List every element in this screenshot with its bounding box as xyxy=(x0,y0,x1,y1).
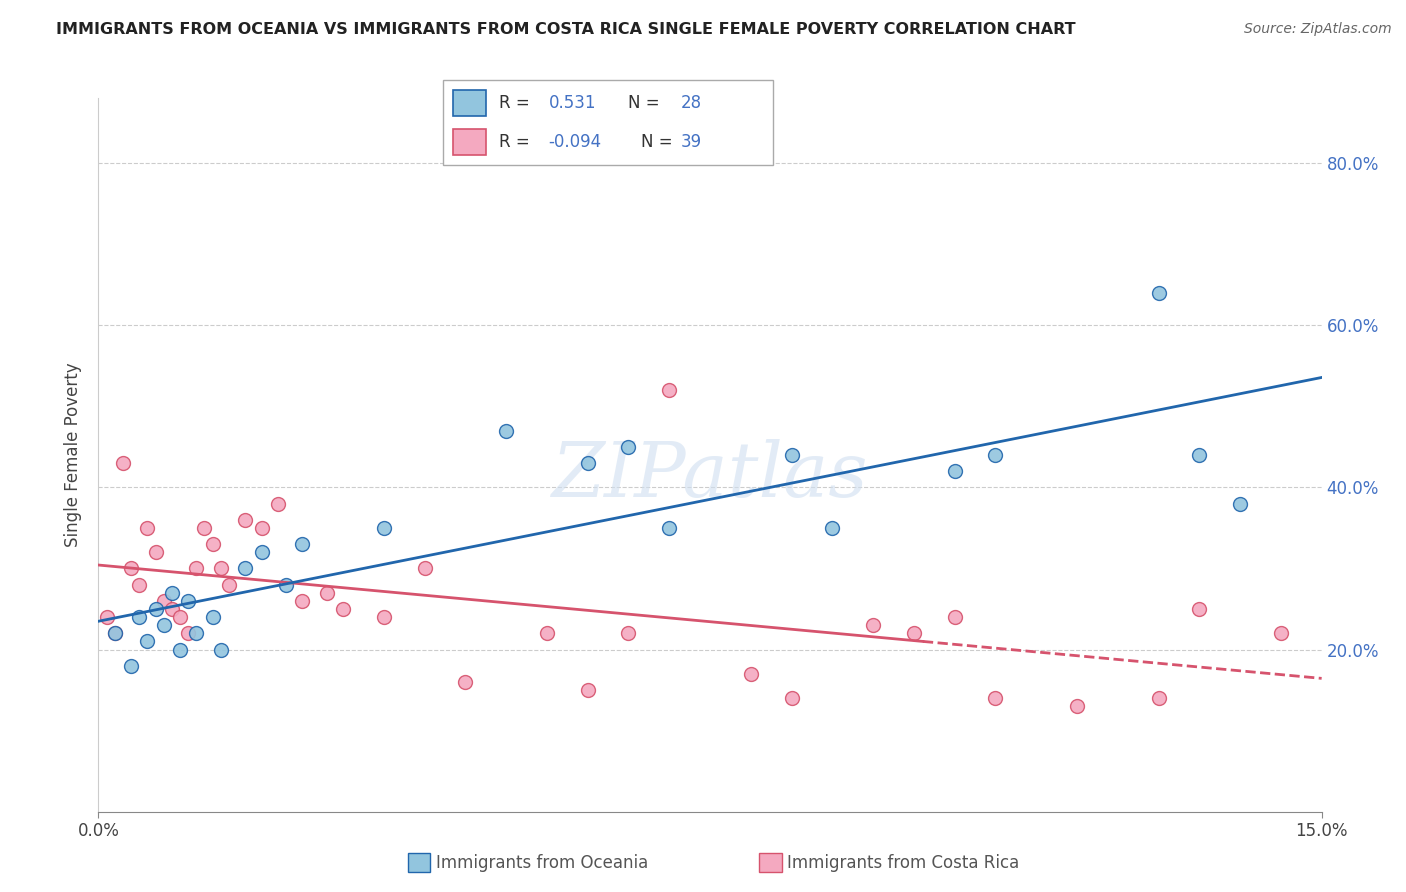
Text: 28: 28 xyxy=(681,95,702,112)
Point xyxy=(128,577,150,591)
Point xyxy=(984,448,1007,462)
Point xyxy=(96,610,118,624)
Point xyxy=(136,634,159,648)
Point xyxy=(821,521,844,535)
Point xyxy=(576,456,599,470)
Point xyxy=(104,626,127,640)
Point xyxy=(250,521,273,535)
Point xyxy=(218,577,240,591)
FancyBboxPatch shape xyxy=(443,80,773,165)
Point xyxy=(186,561,208,575)
Point xyxy=(201,537,224,551)
Point xyxy=(201,610,224,624)
FancyBboxPatch shape xyxy=(453,129,486,155)
Y-axis label: Single Female Poverty: Single Female Poverty xyxy=(65,363,83,547)
FancyBboxPatch shape xyxy=(453,90,486,116)
Point xyxy=(145,545,167,559)
Text: R =: R = xyxy=(499,95,536,112)
Point xyxy=(209,561,232,575)
Point xyxy=(332,602,354,616)
Point xyxy=(267,497,290,511)
Text: N =: N = xyxy=(641,133,678,151)
Point xyxy=(291,537,314,551)
Text: 39: 39 xyxy=(681,133,702,151)
Point xyxy=(1147,285,1170,300)
Point xyxy=(373,521,395,535)
Point xyxy=(617,626,640,640)
Point xyxy=(233,561,256,575)
Point xyxy=(177,626,200,640)
Point xyxy=(186,626,208,640)
Point xyxy=(120,658,142,673)
Text: 0.531: 0.531 xyxy=(548,95,596,112)
Text: ZIPatlas: ZIPatlas xyxy=(551,440,869,513)
Point xyxy=(495,424,517,438)
Point xyxy=(136,521,159,535)
Point xyxy=(145,602,167,616)
Point xyxy=(233,513,256,527)
Point xyxy=(658,521,681,535)
Point xyxy=(209,642,232,657)
Text: R =: R = xyxy=(499,133,536,151)
Point xyxy=(104,626,127,640)
Text: Immigrants from Oceania: Immigrants from Oceania xyxy=(436,854,648,871)
Text: Source: ZipAtlas.com: Source: ZipAtlas.com xyxy=(1244,22,1392,37)
Point xyxy=(291,594,314,608)
Point xyxy=(943,610,966,624)
Point xyxy=(160,586,183,600)
Point xyxy=(160,602,183,616)
Point xyxy=(152,618,174,632)
Point xyxy=(536,626,558,640)
Point xyxy=(576,683,599,698)
Text: Immigrants from Costa Rica: Immigrants from Costa Rica xyxy=(787,854,1019,871)
Point xyxy=(274,577,297,591)
Point xyxy=(120,561,142,575)
Point xyxy=(658,383,681,397)
Point xyxy=(169,642,191,657)
Point xyxy=(617,440,640,454)
Text: N =: N = xyxy=(628,95,665,112)
Text: IMMIGRANTS FROM OCEANIA VS IMMIGRANTS FROM COSTA RICA SINGLE FEMALE POVERTY CORR: IMMIGRANTS FROM OCEANIA VS IMMIGRANTS FR… xyxy=(56,22,1076,37)
Point xyxy=(111,456,134,470)
Point xyxy=(903,626,925,640)
Point xyxy=(193,521,215,535)
Point xyxy=(177,594,200,608)
Point xyxy=(250,545,273,559)
Point xyxy=(1270,626,1292,640)
Point xyxy=(373,610,395,624)
Point xyxy=(780,691,803,706)
Point xyxy=(169,610,191,624)
Point xyxy=(1188,448,1211,462)
Point xyxy=(1188,602,1211,616)
Point xyxy=(1229,497,1251,511)
Point xyxy=(152,594,174,608)
Point xyxy=(984,691,1007,706)
Point xyxy=(315,586,337,600)
Point xyxy=(413,561,436,575)
Point xyxy=(128,610,150,624)
Point xyxy=(1066,699,1088,714)
Point xyxy=(454,675,477,690)
Point xyxy=(862,618,884,632)
Point xyxy=(740,666,762,681)
Point xyxy=(1147,691,1170,706)
Point xyxy=(780,448,803,462)
Point xyxy=(943,464,966,478)
Text: -0.094: -0.094 xyxy=(548,133,602,151)
